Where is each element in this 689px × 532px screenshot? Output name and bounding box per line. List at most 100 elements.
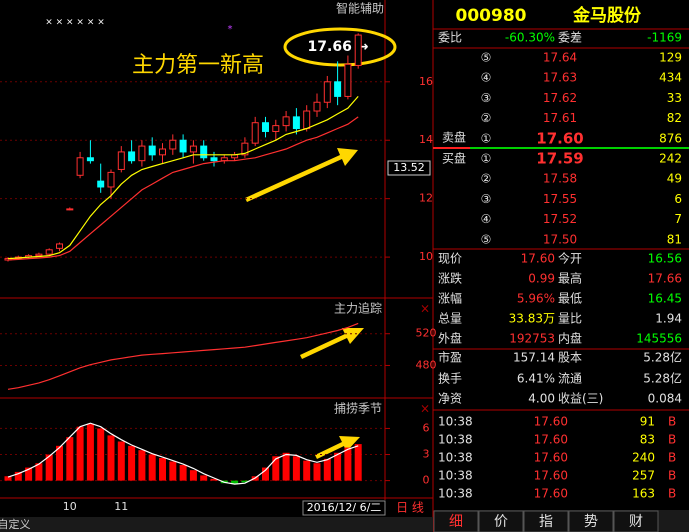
period: 日 线: [396, 501, 424, 515]
bar: [354, 444, 362, 481]
stat-value: 16.45: [648, 292, 682, 306]
panel-title: 捕捞季节: [334, 401, 382, 416]
trade-time: 10:38: [438, 487, 473, 501]
trade-price: 17.60: [534, 415, 568, 429]
trade-volume: 257: [632, 469, 655, 483]
candle-body: [200, 145, 208, 159]
candle-body: [262, 122, 269, 132]
candle-body: [292, 116, 300, 130]
panel-title: 智能辅助: [336, 1, 384, 16]
trade-time: 10:38: [438, 415, 473, 429]
candle-body: [128, 151, 136, 162]
candle-body: [45, 249, 53, 255]
level-volume: 81: [667, 232, 682, 246]
level-volume: 49: [667, 172, 682, 186]
stat-value: 5.96%: [517, 292, 555, 306]
trade-volume: 163: [632, 487, 655, 501]
bar: [241, 480, 249, 483]
tab[interactable]: [613, 510, 659, 532]
candle-body: [313, 101, 321, 112]
bar: [210, 478, 218, 481]
level-index: ①: [481, 152, 492, 166]
bar: [148, 454, 156, 481]
trade-side: B: [668, 415, 676, 429]
stat-label: 现价: [438, 252, 462, 266]
tab-label[interactable]: 势: [584, 514, 598, 530]
sell-label: 卖盘: [442, 130, 466, 145]
bar: [97, 428, 105, 481]
y-tick-label: 520: [416, 327, 437, 340]
bar: [138, 450, 146, 481]
moving-average: [7, 116, 359, 261]
stat-label: 流通: [558, 372, 582, 386]
candle-body: [117, 151, 125, 170]
tab[interactable]: [523, 510, 569, 532]
order-ratio: 委比: [438, 31, 462, 45]
stat-value: 192753: [509, 332, 555, 346]
level-price: 17.63: [543, 71, 577, 85]
candle-body: [66, 208, 74, 211]
bar: [169, 461, 177, 481]
y-tick-label: 12: [419, 192, 433, 205]
candle-body: [210, 157, 218, 162]
tab-label[interactable]: 指: [539, 514, 553, 530]
date: 2016/12/ 6/二: [307, 501, 382, 514]
indicator-line: [7, 422, 359, 485]
candle-body: [251, 122, 259, 144]
bar: [128, 445, 136, 481]
buy-label: 买盘: [442, 151, 466, 166]
candle-body: [159, 148, 166, 156]
trade-price: 17.60: [534, 451, 568, 465]
level-index: ④: [481, 71, 492, 85]
arrow: [245, 148, 358, 202]
bar: [45, 454, 53, 481]
level-volume: 876: [659, 131, 682, 145]
top-markers: × × × × × ×: [45, 18, 105, 28]
level-index: ③: [481, 192, 492, 206]
panel-title: 主力追踪: [334, 301, 382, 316]
candle-body: [282, 116, 290, 127]
highlight-ellipse: [283, 27, 397, 67]
stat-label: 股本: [558, 351, 582, 365]
bar: [76, 426, 84, 481]
candle-body: [241, 142, 249, 156]
trade-price: 17.60: [534, 487, 568, 501]
y-tick-label: 480: [416, 358, 437, 371]
bar: [179, 464, 187, 481]
tab-label[interactable]: 财: [629, 514, 643, 530]
bar: [292, 456, 300, 481]
bar: [334, 452, 342, 481]
date-box: [302, 500, 386, 516]
level-index: ⑤: [481, 232, 492, 246]
stat-value: 17.60: [521, 252, 555, 266]
tab-bar: [0, 517, 433, 532]
indicator-line: [7, 322, 359, 390]
tab[interactable]: [568, 510, 614, 532]
stat-value: 5.28亿: [643, 371, 682, 386]
level-price: 17.64: [543, 51, 577, 65]
trade-side: B: [668, 487, 676, 501]
stock-name: 金马股份: [572, 5, 642, 26]
level-volume: 7: [674, 212, 682, 226]
level-volume: 434: [659, 71, 682, 85]
stat-value: 145556: [636, 332, 682, 346]
tab[interactable]: [478, 510, 524, 532]
tab-label[interactable]: 细: [449, 514, 463, 530]
stat-label: 外盘: [438, 331, 462, 346]
custom-tab[interactable]: 自定义: [0, 517, 31, 531]
close-icon: ×: [420, 302, 430, 316]
trade-price: 17.60: [534, 433, 568, 447]
tab[interactable]: [433, 510, 479, 532]
level-volume: 129: [659, 51, 682, 65]
level-index: ③: [481, 91, 492, 105]
candle-body: [86, 157, 94, 162]
level-volume: 33: [667, 91, 682, 105]
level-index: ①: [481, 131, 492, 145]
y-tick-label: 6: [423, 421, 430, 434]
stat-value: 16.56: [648, 252, 682, 266]
tab-label[interactable]: 价: [494, 514, 508, 530]
stat-label: 市盈: [438, 350, 462, 365]
stat-label: 总量: [438, 312, 462, 326]
candle-body: [189, 145, 197, 153]
candle-body: [354, 34, 362, 66]
